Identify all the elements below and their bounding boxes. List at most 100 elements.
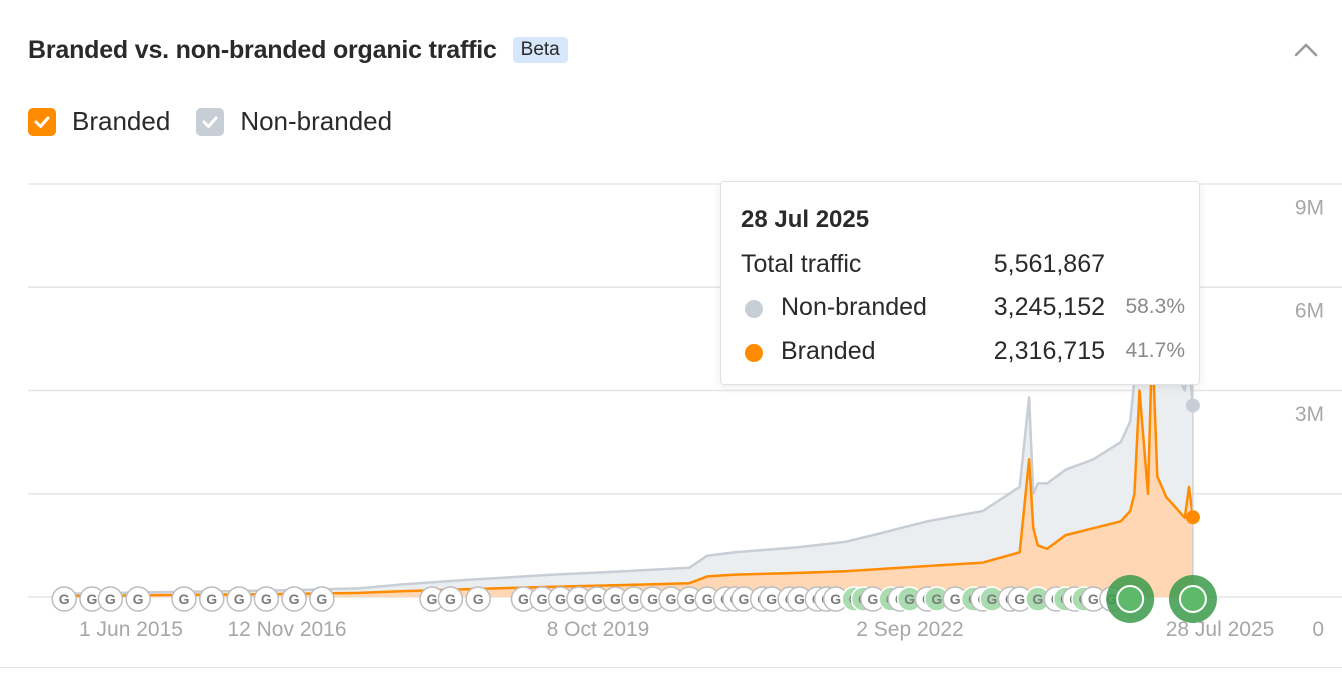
- y-tick-label: 0: [1312, 618, 1324, 641]
- marker-circle: [198, 586, 225, 612]
- marker-circle: [226, 586, 252, 612]
- marker-label: G: [179, 591, 190, 607]
- google-update-marker[interactable]: [1168, 575, 1217, 623]
- marker-circle: [97, 586, 124, 612]
- marker-label: G: [261, 591, 272, 607]
- marker-label: G: [702, 591, 713, 607]
- x-tick-label: 28 Jul 2025: [1166, 618, 1275, 641]
- check-icon: [34, 116, 50, 128]
- chevron-up-icon[interactable]: [1292, 36, 1320, 64]
- non-branded-dot-icon: [745, 300, 763, 318]
- google-update-marker[interactable]: G: [621, 586, 647, 612]
- google-update-marker[interactable]: G: [860, 586, 886, 612]
- marker-label: G: [794, 591, 805, 607]
- tooltip-non-branded-value: 3,245,152: [993, 293, 1105, 321]
- marker-label: G: [518, 591, 529, 607]
- google-update-marker[interactable]: G: [566, 586, 592, 612]
- marker-label: G: [573, 591, 584, 607]
- card-header: Branded vs. non-branded organic traffic …: [28, 30, 568, 70]
- google-update-marker[interactable]: G: [979, 586, 1005, 612]
- tooltip-branded-label: Branded: [781, 337, 876, 365]
- tooltip-non-branded-pct: 58.3%: [1125, 295, 1185, 318]
- marker-label: G: [206, 591, 217, 607]
- marker-label: G: [931, 591, 942, 607]
- marker-circle: [1178, 585, 1207, 613]
- marker-label: G: [666, 591, 677, 607]
- card-title: Branded vs. non-branded organic traffic: [28, 35, 497, 64]
- tooltip-non-branded-row: Non-branded 3,245,152 58.3%: [741, 293, 1185, 323]
- google-update-marker[interactable]: G: [437, 586, 464, 612]
- marker-circle: [465, 586, 491, 612]
- marker-label: G: [289, 591, 300, 607]
- marker-label: G: [987, 591, 998, 607]
- marker-circle: [125, 586, 151, 612]
- chart-tooltip: 28 Jul 2025 Total traffic 5,561,867 Non-…: [720, 181, 1200, 385]
- branded-checkbox[interactable]: [28, 107, 56, 136]
- legend-label-branded: Branded: [72, 106, 171, 136]
- beta-badge: Beta: [512, 37, 568, 63]
- google-update-marker[interactable]: G: [731, 586, 757, 612]
- chart-legend: Branded Non-branded: [28, 106, 418, 137]
- card-bottom-border: [0, 667, 1342, 668]
- marker-circle: [437, 586, 464, 612]
- google-update-marker[interactable]: G: [253, 586, 280, 612]
- google-update-marker[interactable]: G: [97, 586, 124, 612]
- marker-label: G: [1032, 591, 1043, 607]
- tooltip-date: 28 Jul 2025: [741, 206, 870, 233]
- marker-label: G: [445, 591, 456, 607]
- branded-endpoint: [1185, 510, 1200, 525]
- google-update-marker[interactable]: G: [198, 586, 225, 612]
- branded-dot-icon: [745, 344, 763, 362]
- tooltip-branded-value: 2,316,715: [993, 337, 1105, 365]
- marker-circle: [253, 586, 280, 612]
- marker-label: G: [473, 591, 484, 607]
- legend-toggle-non-branded[interactable]: Non-branded: [196, 106, 392, 137]
- marker-label: G: [684, 591, 695, 607]
- traffic-chart[interactable]: GGGGGGGGGGGGGGGGGGGGGGGGGGGGGGGGGGGGGGGG…: [0, 150, 1342, 650]
- non-branded-checkbox[interactable]: [196, 107, 225, 136]
- marker-label: G: [537, 591, 548, 607]
- legend-toggle-branded[interactable]: Branded: [28, 106, 170, 137]
- marker-label: G: [427, 591, 438, 607]
- tooltip-branded-row: Branded 2,316,715 41.7%: [741, 337, 1185, 367]
- marker-label: G: [739, 591, 750, 607]
- marker-label: G: [950, 591, 961, 607]
- y-tick-label: 3M: [1295, 403, 1324, 426]
- marker-label: G: [592, 591, 603, 607]
- tooltip-non-branded-label: Non-branded: [781, 293, 927, 321]
- google-update-marker[interactable]: G: [171, 586, 197, 612]
- tooltip-total-value: 5,561,867: [993, 250, 1105, 278]
- marker-circle: [1116, 585, 1145, 613]
- marker-circle: [309, 586, 335, 612]
- legend-label-non-branded: Non-branded: [240, 106, 393, 136]
- google-update-marker[interactable]: G: [602, 586, 629, 612]
- marker-circle: [281, 586, 307, 612]
- google-update-marker[interactable]: G: [281, 586, 307, 612]
- marker-label: G: [105, 591, 116, 607]
- google-update-marker[interactable]: G: [309, 586, 335, 612]
- google-update-marker[interactable]: G: [51, 586, 77, 612]
- google-update-marker[interactable]: G: [226, 586, 252, 612]
- marker-label: G: [87, 591, 98, 607]
- tooltip-total-row: Total traffic 5,561,867: [741, 250, 1185, 280]
- marker-label: G: [867, 591, 878, 607]
- y-tick-label: 9M: [1295, 196, 1324, 219]
- marker-label: G: [234, 591, 245, 607]
- check-icon: [202, 116, 218, 128]
- google-update-marker[interactable]: G: [125, 586, 151, 612]
- marker-label: G: [133, 591, 144, 607]
- marker-label: G: [1088, 591, 1099, 607]
- google-update-marker[interactable]: G: [465, 586, 491, 612]
- google-update-marker[interactable]: G: [786, 586, 813, 612]
- marker-label: G: [555, 591, 566, 607]
- marker-label: G: [628, 591, 639, 607]
- marker-label: G: [59, 591, 70, 607]
- x-tick-label: 2 Sep 2022: [856, 618, 963, 641]
- x-tick-label: 1 Jun 2015: [79, 618, 183, 641]
- marker-label: G: [610, 591, 621, 607]
- marker-label: G: [904, 591, 915, 607]
- marker-circle: [171, 586, 197, 612]
- google-update-marker[interactable]: [1106, 575, 1155, 623]
- x-tick-label: 8 Oct 2019: [547, 618, 650, 641]
- marker-label: G: [830, 591, 841, 607]
